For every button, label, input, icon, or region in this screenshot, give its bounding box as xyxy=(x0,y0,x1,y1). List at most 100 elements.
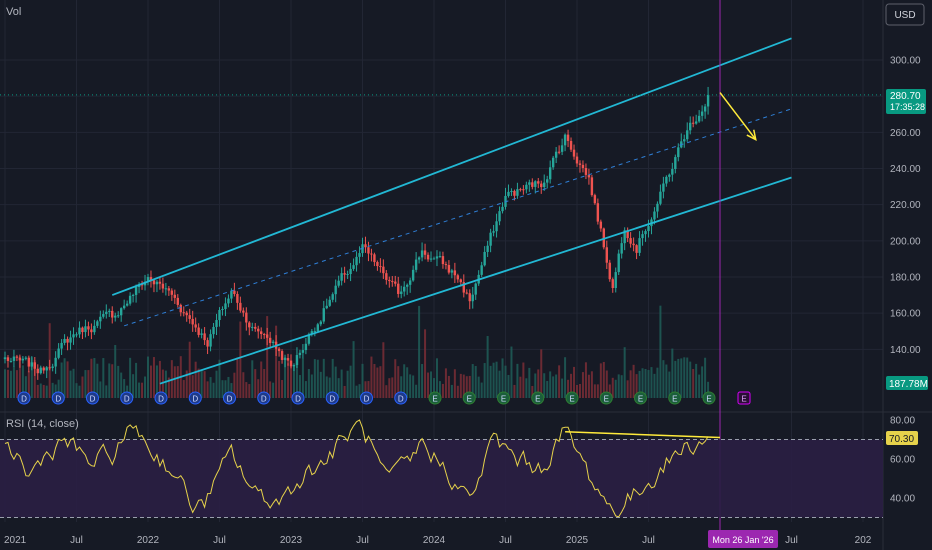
volume-bar xyxy=(462,374,465,398)
volume-bar xyxy=(427,372,430,398)
volume-bar xyxy=(370,356,373,398)
marker-letter: D xyxy=(124,395,130,404)
candle-body xyxy=(674,157,677,169)
candle-body xyxy=(411,269,415,281)
candle-body xyxy=(450,270,454,273)
volume-bar xyxy=(301,358,304,398)
volume-bar xyxy=(349,365,352,398)
rsi-band-fill xyxy=(0,439,883,518)
volume-bar xyxy=(105,385,108,398)
earnings-marker xyxy=(668,391,682,405)
volume-bar xyxy=(465,376,468,398)
current-volume: 187.78M xyxy=(889,379,928,390)
marker-letter: E xyxy=(672,395,677,404)
volume-bar xyxy=(144,376,147,398)
candle-body xyxy=(334,285,337,295)
candle-body xyxy=(99,316,102,322)
candle-body xyxy=(689,122,692,131)
candle-body xyxy=(572,149,576,157)
candle-body xyxy=(167,288,171,291)
volume-bar xyxy=(325,376,328,398)
rsi-indicator-label[interactable]: RSI (14, close) xyxy=(6,418,79,430)
volume-bar xyxy=(385,385,388,398)
candle-body xyxy=(605,247,608,263)
volume-bar xyxy=(504,365,507,398)
candle-body xyxy=(516,189,519,196)
candle-body xyxy=(563,134,567,146)
volume-bar xyxy=(692,368,695,398)
volume-bar xyxy=(281,380,284,398)
candle-body xyxy=(683,139,686,142)
volume-bar xyxy=(117,365,120,398)
volume-bar xyxy=(361,363,364,398)
time-tick-label: 2021 xyxy=(4,535,27,546)
candle-body xyxy=(54,357,57,367)
volume-bar xyxy=(593,384,596,398)
candle-body xyxy=(408,280,412,285)
volume-bar xyxy=(558,365,561,398)
candle-body xyxy=(188,315,191,319)
volume-bar xyxy=(57,379,60,398)
candle-body xyxy=(665,176,668,184)
volume-bar xyxy=(340,369,343,398)
candle-body xyxy=(474,283,477,295)
candle-body xyxy=(227,298,230,304)
candle-body xyxy=(93,325,96,333)
candle-body xyxy=(560,145,564,152)
volume-bar xyxy=(334,366,337,398)
volume-bar xyxy=(415,384,418,398)
price-candles xyxy=(3,86,710,380)
candle-body xyxy=(48,367,51,369)
candle-body xyxy=(599,221,603,229)
marker-letter: D xyxy=(329,395,335,404)
candle-body xyxy=(569,140,573,150)
marker-letter: E xyxy=(569,395,574,404)
volume-bar xyxy=(304,381,307,398)
candle-body xyxy=(528,182,531,185)
volume-bar xyxy=(331,358,334,398)
candle-body xyxy=(265,334,269,338)
volume-bar xyxy=(468,375,471,398)
candle-body xyxy=(134,287,138,295)
volume-bar xyxy=(27,371,30,398)
candle-body xyxy=(659,191,662,204)
candle-body xyxy=(179,304,182,313)
time-tick-label: Jul xyxy=(213,535,226,546)
currency-button[interactable]: USD xyxy=(885,3,925,26)
dividend-marker xyxy=(86,391,99,405)
volume-bar xyxy=(114,345,117,398)
earnings-marker xyxy=(634,391,647,405)
candle-body xyxy=(111,310,114,318)
volume-bar xyxy=(275,325,278,398)
candle-body xyxy=(534,181,537,187)
candle-body xyxy=(81,327,84,333)
candle-body xyxy=(519,189,522,191)
volume-bar xyxy=(322,358,325,398)
candle-body xyxy=(197,327,200,335)
candle-body xyxy=(114,315,117,318)
candle-body xyxy=(12,356,16,361)
candle-body xyxy=(346,274,349,276)
candle-body xyxy=(158,281,162,284)
time-tick-label: Jul xyxy=(499,535,512,546)
volume-bar xyxy=(230,383,233,398)
volume-bar xyxy=(221,380,224,398)
volume-bar xyxy=(164,370,167,398)
volume-bar xyxy=(596,384,599,398)
earnings-marker xyxy=(599,391,613,405)
volume-indicator-label[interactable]: Vol xyxy=(6,6,21,18)
volume-bar xyxy=(704,357,707,398)
volume-bar xyxy=(176,366,179,398)
candle-body xyxy=(623,230,626,244)
volume-bar xyxy=(605,370,608,398)
candle-body xyxy=(537,181,540,184)
marker-letter: D xyxy=(21,395,27,404)
candle-body xyxy=(33,362,36,369)
candle-body xyxy=(364,244,367,248)
candle-body xyxy=(391,281,394,283)
rsi-tick-label: 60.00 xyxy=(890,455,915,466)
candle-body xyxy=(400,291,403,294)
volume-bar xyxy=(60,362,63,398)
volume-bar xyxy=(459,373,462,398)
